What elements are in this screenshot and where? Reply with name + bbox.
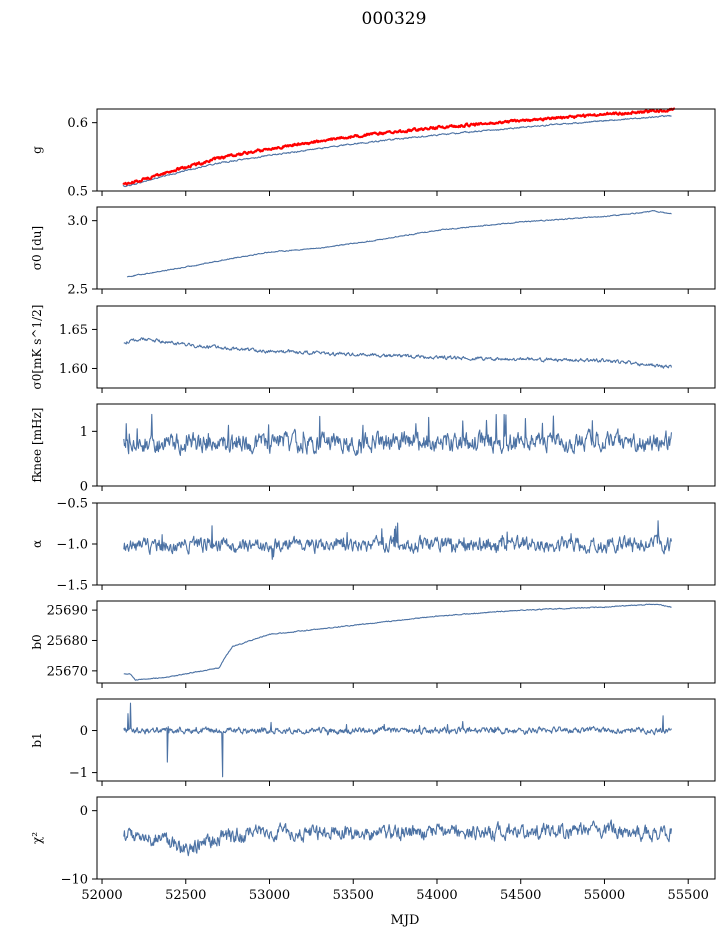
y-tick-label: 0 [80, 480, 88, 495]
x-tick-label: 54000 [416, 888, 457, 903]
axes-frame [96, 600, 716, 684]
y-axis-label-sigma0-mk: σ0[mK s^1/2] [30, 305, 44, 390]
axes-frame [96, 698, 716, 782]
panel-alpha: −1.5 −1.0 −0.5 α [30, 497, 716, 594]
y-tick-label: −1 [69, 766, 88, 781]
y-axis-label-chi2: χ² [30, 832, 44, 844]
x-tick-label: 54500 [500, 888, 541, 903]
panel-g: 0.5 0.6 g [30, 107, 716, 200]
series-line-b1 [123, 702, 672, 778]
y-tick-label: 25670 [47, 664, 88, 679]
axes-frame [96, 796, 716, 880]
y-tick-label: −1.5 [56, 579, 88, 594]
y-axis-label-sigma0-du: σ0 [du] [30, 226, 44, 270]
y-tick-label: 3.0 [67, 214, 88, 229]
series-line-sigma0-du [126, 210, 672, 278]
x-tick-label: 52000 [81, 888, 122, 903]
x-tick-label: 53500 [333, 888, 374, 903]
series-line-g-1 [122, 107, 676, 186]
panels: 0.5 0.6 g 2.5 3.0 σ0 [du] 1.60 1.65 σ0[mK s^1/2]… [30, 107, 716, 903]
series-line-b0 [123, 603, 672, 681]
y-tick-label: 0.6 [67, 116, 88, 131]
y-axis-label-fknee: fknee [mHz] [30, 408, 44, 483]
axes-frame [96, 108, 716, 192]
y-tick-label: 25680 [47, 634, 88, 649]
panel-b1: −1 0 b1 [30, 698, 716, 786]
y-axis-label-alpha: α [30, 540, 44, 548]
y-tick-label: 0.5 [67, 185, 88, 200]
x-tick-label: 55500 [668, 888, 709, 903]
axes-frame [96, 206, 716, 290]
y-axis-label-b0: b0 [30, 634, 44, 649]
y-axis-label-g: g [30, 146, 44, 154]
series-line-alpha [123, 520, 672, 560]
x-tick-label: 55000 [584, 888, 625, 903]
y-tick-label: 2.5 [67, 283, 88, 298]
panel-sigma0-du: 2.5 3.0 σ0 [du] [30, 206, 716, 298]
y-axis-label-b1: b1 [30, 732, 44, 747]
y-tick-label: 1 [80, 425, 88, 440]
series-line-sigma0-mk [123, 337, 672, 369]
y-tick-label: −10 [61, 873, 88, 888]
x-tick-label: 52500 [165, 888, 206, 903]
axes-frame [96, 305, 716, 389]
x-tick-label: 53000 [249, 888, 290, 903]
series-line-fknee [123, 413, 673, 456]
y-tick-label: −1.0 [56, 538, 88, 553]
panel-sigma0-mk: 1.60 1.65 σ0[mK s^1/2] [30, 305, 716, 393]
panel-chi2: −10 0 χ² [30, 796, 716, 888]
y-tick-label: 0 [80, 804, 88, 819]
y-tick-label: 0 [80, 724, 88, 739]
series-line-g [122, 114, 672, 188]
axes-frame [96, 403, 716, 487]
x-axis-label: MJD [391, 913, 420, 928]
y-tick-label: 1.60 [59, 362, 88, 377]
panel-fknee: 0 1 fknee [mHz] [30, 403, 716, 495]
y-tick-label: −0.5 [56, 497, 88, 512]
y-tick-label: 1.65 [59, 323, 88, 338]
series-line-chi2 [123, 819, 673, 857]
figure-title: 000329 [362, 9, 427, 29]
y-tick-label: 25690 [47, 604, 88, 619]
